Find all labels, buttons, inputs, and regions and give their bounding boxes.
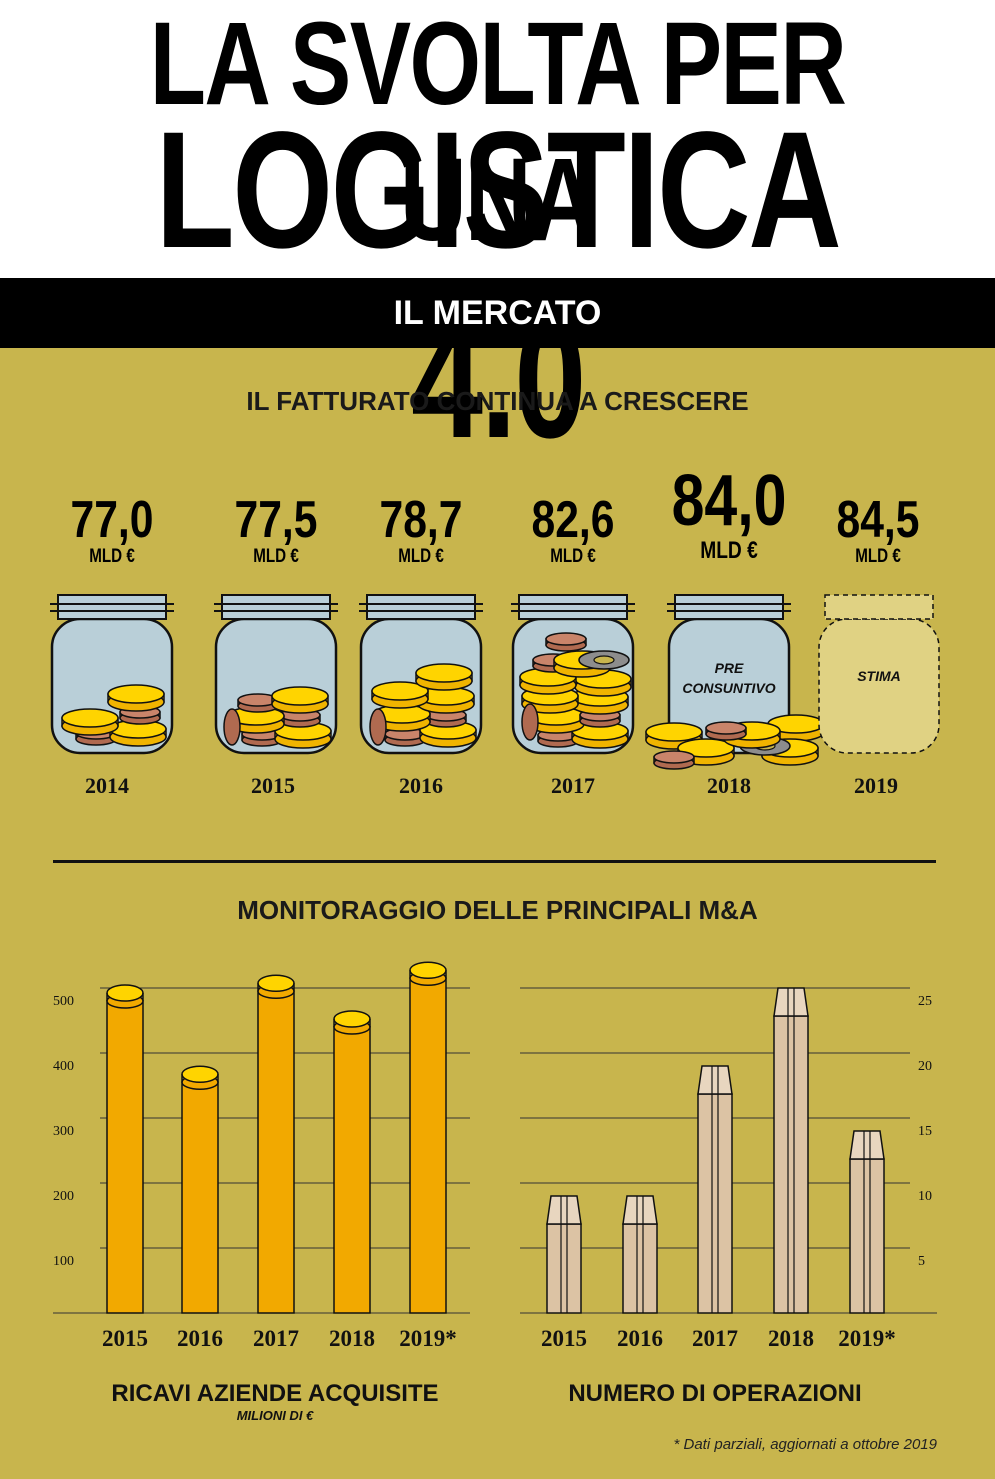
jar-value-2016: 78,7: [379, 491, 463, 549]
left-bar-cap: [257, 974, 295, 992]
jar-2018-label-line1: PRE: [714, 660, 744, 676]
jar-2017: [511, 594, 635, 755]
left-xtick-label: 2019*: [399, 1326, 457, 1351]
jar-unit-2019: MLD €: [855, 546, 901, 567]
right-chart-title: NUMERO DI OPERAZIONI: [568, 1380, 862, 1407]
right-xtick-label: 2015: [541, 1326, 587, 1351]
left-ytick-label: 400: [53, 1059, 74, 1074]
left-chart-subtitle: MILIONI DI €: [236, 1408, 314, 1423]
jar-2015: [214, 594, 338, 755]
jar-2016: [359, 594, 483, 755]
jar-2014: [50, 594, 174, 755]
jar-year-2017: 2017: [551, 773, 595, 798]
footnote: * Dati parziali, aggiornati a ottobre 20…: [673, 1436, 938, 1453]
jar-value-2014: 77,0: [70, 491, 154, 549]
left-ytick-label: 200: [53, 1189, 74, 1204]
left-xtick-label: 2017: [253, 1326, 299, 1351]
left-bar-cap: [181, 1065, 219, 1083]
page-title-line1: LA SVOLTA PER UNA: [149, 0, 847, 266]
right-bar: [849, 1158, 885, 1314]
jar-2018-label: PRE CONSUNTIVO: [669, 658, 789, 698]
jar-value-2017: 82,6: [531, 491, 615, 549]
left-bar: [181, 1081, 219, 1314]
jar-2019-label: STIMA: [857, 668, 901, 684]
left-bar-cap: [333, 1010, 371, 1028]
jar-year-2018: 2018: [707, 773, 751, 798]
right-xtick-label: 2017: [692, 1326, 738, 1351]
left-xtick-label: 2015: [102, 1326, 148, 1351]
right-bar-top: [546, 1195, 582, 1225]
right-bar: [622, 1223, 658, 1314]
jar-unit-2016: MLD €: [398, 546, 444, 567]
jar-2018: [645, 594, 825, 770]
jar-unit-2014: MLD €: [89, 546, 135, 567]
right-ytick-label: 15: [918, 1124, 932, 1139]
jar-2018-label-line2: CONSUNTIVO: [682, 680, 776, 696]
left-bar-cap: [106, 984, 144, 1002]
jar-2019: [818, 594, 940, 754]
title-area: LA SVOLTA PER UNA LOGISTICA 4.0: [0, 0, 995, 473]
left-bar: [106, 1000, 144, 1314]
right-xtick-label: 2016: [617, 1326, 663, 1351]
left-chart-title: RICAVI AZIENDE ACQUISITE: [111, 1380, 439, 1407]
right-bar: [773, 1015, 809, 1314]
left-bar: [333, 1026, 371, 1314]
jar-year-2019: 2019: [854, 773, 898, 798]
left-bar: [257, 990, 295, 1314]
jar-year-2016: 2016: [399, 773, 443, 798]
right-ytick-label: 10: [918, 1189, 932, 1204]
jar-year-2014: 2014: [85, 773, 129, 798]
jar-unit-2015: MLD €: [253, 546, 299, 567]
right-ytick-label: 20: [918, 1059, 932, 1074]
right-bar: [697, 1093, 733, 1314]
page-title-line2: LOGISTICA 4.0: [155, 98, 842, 473]
right-bar-top: [773, 987, 809, 1017]
right-xtick-label: 2019*: [838, 1326, 896, 1351]
jar-unit-2018: MLD €: [700, 537, 758, 564]
right-bar-top: [849, 1130, 885, 1160]
ma-heading: MONITORAGGIO DELLE PRINCIPALI M&A: [237, 895, 758, 925]
right-xtick-label: 2018: [768, 1326, 814, 1351]
left-ytick-label: 500: [53, 994, 74, 1009]
right-bar: [546, 1223, 582, 1314]
left-xtick-label: 2016: [177, 1326, 223, 1351]
left-xtick-label: 2018: [329, 1326, 375, 1351]
right-ytick-label: 5: [918, 1254, 925, 1269]
left-bar: [409, 977, 447, 1314]
left-ytick-label: 300: [53, 1124, 74, 1139]
jar-value-2018: 84,0: [671, 461, 787, 541]
jar-value-2015: 77,5: [234, 491, 318, 549]
jars-heading: IL FATTURATO CONTINUA A CRESCERE: [246, 386, 749, 416]
right-ytick-label: 25: [918, 994, 932, 1009]
jar-unit-2017: MLD €: [550, 546, 596, 567]
section-band: IL MERCATO: [0, 278, 995, 348]
section-divider: [53, 860, 936, 863]
right-bar-top: [697, 1065, 733, 1095]
jar-year-2015: 2015: [251, 773, 295, 798]
right-bar-top: [622, 1195, 658, 1225]
left-ytick-label: 100: [53, 1254, 74, 1269]
jar-value-2019: 84,5: [836, 491, 920, 549]
left-bar-cap: [409, 961, 447, 979]
